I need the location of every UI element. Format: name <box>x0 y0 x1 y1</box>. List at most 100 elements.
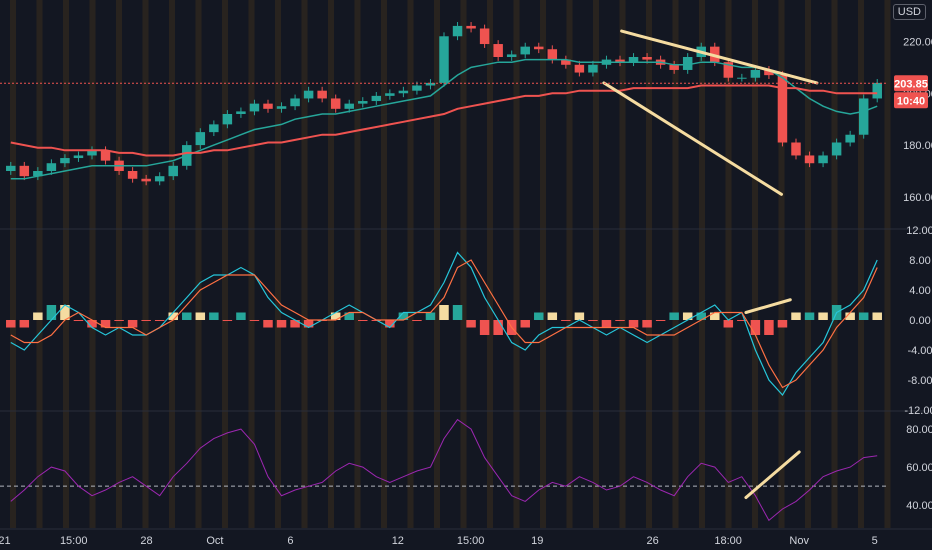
macd-histogram-bar <box>642 320 652 328</box>
session-band <box>540 0 546 528</box>
time-badge: 10:40 <box>894 92 928 109</box>
macd-histogram-bar <box>750 320 761 335</box>
candle-body <box>723 62 734 78</box>
macd-histogram-bar <box>46 305 57 320</box>
session-band <box>593 0 599 528</box>
candle-body <box>317 90 327 99</box>
rsi-panel[interactable] <box>0 418 888 522</box>
session-band <box>619 0 626 528</box>
candle-body <box>506 54 517 57</box>
candle-body <box>534 46 544 50</box>
candle-body <box>412 85 422 91</box>
macd-histogram-bar <box>276 320 287 328</box>
macd-histogram-bar <box>425 312 436 320</box>
price-badge: 203.85 <box>894 75 928 92</box>
macd-histogram-bar <box>534 312 544 320</box>
2-tick-label: 80.00 <box>906 424 932 436</box>
macd-histogram-bar <box>439 305 449 320</box>
macd-trendline[interactable] <box>744 298 792 314</box>
rsi-trendline[interactable] <box>744 450 801 500</box>
macd-histogram-bar <box>858 312 869 320</box>
session-band <box>248 0 255 528</box>
macd-histogram-bar <box>222 320 233 321</box>
macd-histogram-bar <box>195 312 206 320</box>
price-panel[interactable] <box>0 22 888 196</box>
macd-histogram-bar <box>574 312 585 320</box>
macd-histogram-bar <box>127 320 138 328</box>
macd-histogram-bar <box>73 320 84 321</box>
candle-body <box>520 46 530 55</box>
price-trendline[interactable] <box>602 81 783 196</box>
time-tick-label: Nov <box>789 535 809 547</box>
candle-body <box>845 134 855 143</box>
macd-histogram-bar <box>479 320 490 335</box>
price-trendline[interactable] <box>620 29 819 85</box>
macd-histogram-bar <box>385 320 395 328</box>
macd-histogram-bar <box>398 312 409 320</box>
candle-body <box>831 142 842 156</box>
session-band <box>63 0 69 528</box>
candle-body <box>682 57 693 70</box>
macd-panel[interactable] <box>6 251 882 397</box>
candle-body <box>574 64 585 73</box>
session-bands <box>10 0 891 528</box>
time-badge-background <box>894 92 928 109</box>
candle-body <box>872 82 882 99</box>
time-tick-label: 18:00 <box>714 535 742 547</box>
candle-body <box>46 163 57 171</box>
currency-button[interactable]: USD <box>892 4 926 20</box>
candle-body <box>466 25 476 29</box>
macd-histogram-bar <box>33 312 43 320</box>
candle-body <box>439 36 449 83</box>
macd-histogram-bar <box>236 312 246 320</box>
time-tick-label: 28 <box>140 535 152 547</box>
session-band <box>672 0 679 528</box>
1-tick-label: -4.00 <box>907 345 932 357</box>
macd-histogram-bar <box>209 312 219 320</box>
time-axis[interactable]: 21 15:00 28 Oct 6 12 15:00 19 26 18:00 Nov 5 <box>0 535 878 547</box>
candle-body <box>818 155 828 164</box>
session-band <box>10 0 16 528</box>
time-tick-label: 21 <box>0 535 11 547</box>
candle-body <box>777 75 788 143</box>
time-tick-label: 12 <box>392 535 404 547</box>
candle-body <box>141 178 151 182</box>
candle-body <box>398 90 409 94</box>
session-band <box>487 0 493 528</box>
macd-histogram-bar <box>87 320 97 328</box>
candle-body <box>642 57 652 60</box>
macd-trendlines[interactable] <box>744 298 792 314</box>
candle-body <box>371 95 382 102</box>
rsi-trendlines[interactable] <box>744 450 801 500</box>
candle-body <box>19 165 30 177</box>
candle-body <box>154 176 165 182</box>
macd-histogram-bar <box>615 320 625 321</box>
candle-body <box>479 28 490 45</box>
macd-histogram-bar <box>872 312 882 320</box>
macd-histogram-bar <box>696 312 706 320</box>
session-band <box>513 0 520 528</box>
session-band <box>195 0 202 528</box>
macd-histogram-bar <box>452 305 463 320</box>
time-tick-label: 19 <box>531 535 543 547</box>
candle-body <box>344 103 354 109</box>
macd-histogram-bar <box>723 320 734 328</box>
price-trendlines[interactable] <box>602 29 819 196</box>
session-band <box>354 0 361 528</box>
macd-histogram-bar <box>493 320 503 335</box>
0-tick-label: 180.00 <box>903 140 932 152</box>
candle-body <box>425 82 436 86</box>
time-tick-label: Oct <box>206 535 223 547</box>
0-tick-label: 160.00 <box>903 192 932 204</box>
candle-body <box>60 158 70 164</box>
session-band <box>752 0 758 528</box>
session-band <box>778 0 785 528</box>
macd-histogram-bar <box>520 320 530 328</box>
time-badge-label: 10:40 <box>897 95 925 107</box>
candle-body <box>168 165 178 177</box>
macd-histogram-bar <box>601 320 612 328</box>
session-band <box>858 0 864 528</box>
candle-body <box>358 101 368 104</box>
candle-body <box>6 165 16 171</box>
